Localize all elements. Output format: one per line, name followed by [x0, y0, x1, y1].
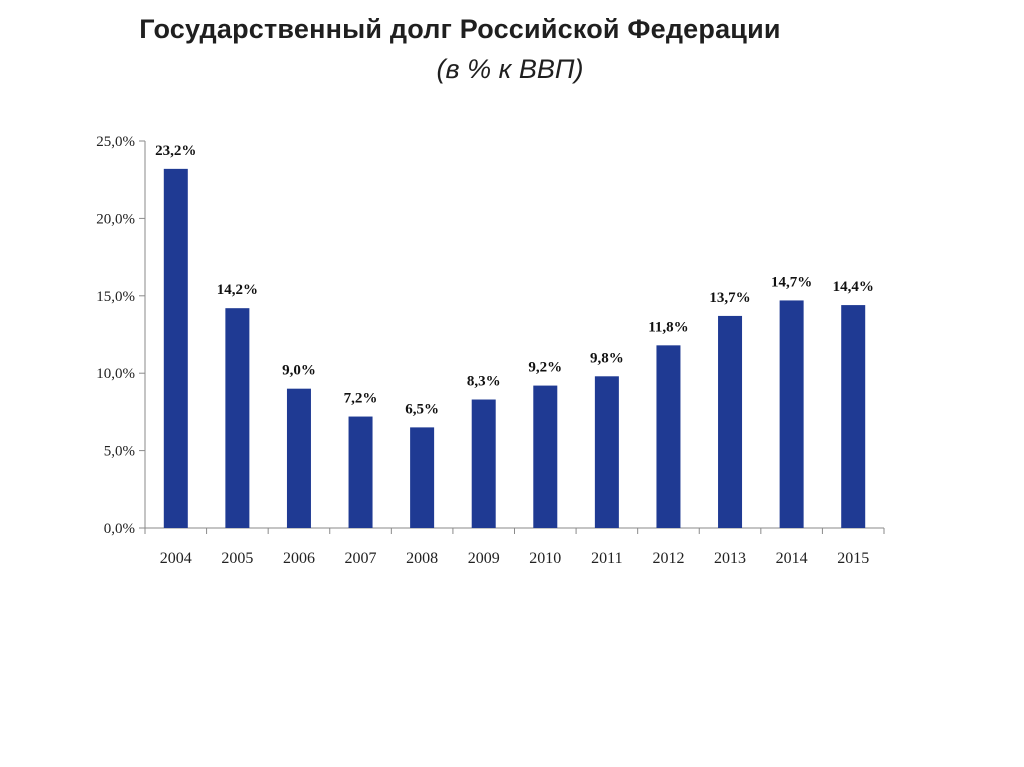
data-label: 9,0% [282, 363, 316, 379]
data-labels: 23,2% 14,2% 9,0% 7,2% 6,5% 8,3% 9,2% 9,8% 11,8% 1… [155, 143, 874, 418]
y-tick-label: 25,0% [96, 134, 135, 150]
x-tick-label: 2005 [221, 550, 253, 567]
y-axis: 0,0% 5,0% 10,0% 15,0% 20,0% 25,0% [96, 134, 146, 537]
x-tick-label: 2013 [714, 550, 746, 567]
bar [533, 385, 558, 528]
data-label: 13,7% [709, 290, 750, 306]
y-tick-label: 0,0% [104, 521, 135, 537]
y-tick-label: 20,0% [96, 211, 135, 227]
data-label: 14,2% [217, 282, 258, 298]
bar [656, 345, 681, 528]
data-label: 7,2% [344, 391, 378, 407]
x-tick-label: 2009 [468, 550, 500, 567]
chart-title: Государственный долг Российской Федераци… [139, 14, 781, 44]
bar [779, 300, 804, 528]
x-tick-label: 2014 [776, 550, 808, 567]
y-tick-label: 10,0% [96, 366, 135, 382]
x-tick-label: 2004 [160, 550, 192, 567]
data-label: 23,2% [155, 143, 196, 159]
bar [841, 305, 866, 528]
bar [471, 399, 496, 528]
bar [286, 388, 311, 528]
x-tick-label: 2015 [837, 550, 869, 567]
x-tick-label: 2008 [406, 550, 438, 567]
bars [163, 168, 866, 528]
bar [225, 308, 250, 528]
data-label: 6,5% [405, 401, 439, 417]
data-label: 9,8% [590, 350, 624, 366]
x-tick-label: 2006 [283, 550, 315, 567]
chart-subtitle: (в % к ВВП) [436, 54, 584, 84]
bar [348, 416, 373, 528]
x-axis: 2004 2005 2006 2007 2008 2009 2010 2011 2012 2013… [144, 527, 885, 567]
bar [410, 427, 435, 528]
x-tick-label: 2011 [591, 550, 622, 567]
bar [718, 315, 743, 528]
y-tick-label: 15,0% [96, 289, 135, 305]
data-label: 14,4% [833, 279, 874, 295]
bar [163, 168, 188, 528]
x-tick-label: 2007 [345, 550, 377, 567]
y-tick-label: 5,0% [104, 444, 135, 460]
data-label: 9,2% [528, 360, 562, 376]
x-tick-label: 2012 [652, 550, 684, 567]
data-label: 14,7% [771, 274, 812, 290]
data-label: 11,8% [648, 319, 688, 335]
bar [594, 376, 619, 528]
data-label: 8,3% [467, 374, 501, 390]
x-tick-label: 2010 [529, 550, 561, 567]
